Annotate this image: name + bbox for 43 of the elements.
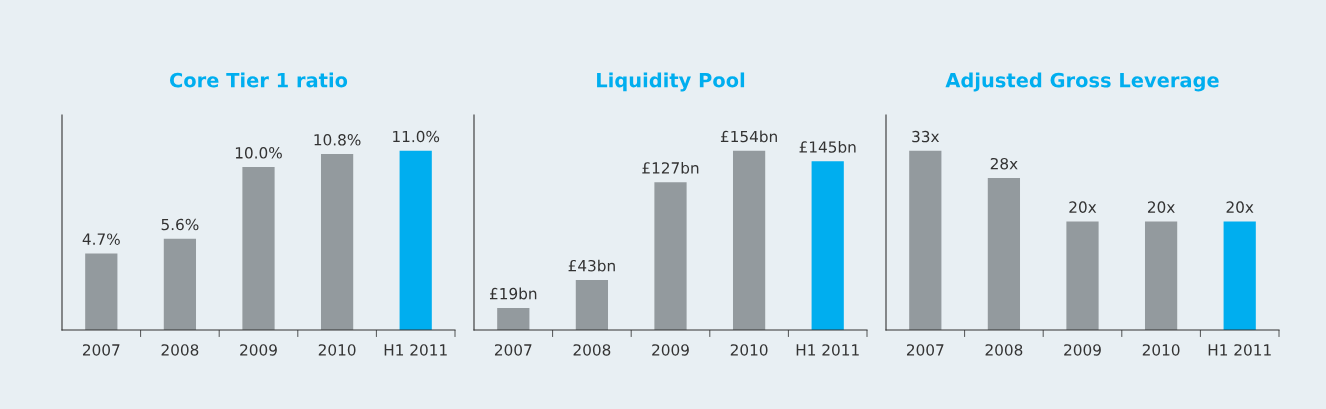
- x-tick-label: 2007: [906, 344, 944, 356]
- x-tick-label: H1 2011: [1208, 344, 1271, 356]
- data-label: 5.6%: [161, 218, 199, 231]
- data-label: 4.7%: [82, 233, 120, 245]
- data-label: 10.0%: [235, 147, 282, 159]
- x-tick-label: 2010: [318, 344, 356, 356]
- x-tick-label: 2009: [240, 344, 277, 356]
- chart-title: Core Tier 1 ratio: [169, 72, 348, 88]
- x-tick-label: 2007: [494, 344, 532, 356]
- chart-title: Liquidity Pool: [597, 72, 745, 92]
- data-label: £154bn: [720, 130, 777, 143]
- bar: [163, 238, 197, 330]
- bar: [811, 161, 844, 330]
- x-tick-label: 2009: [1064, 344, 1101, 356]
- x-tick-label: 2008: [573, 344, 611, 356]
- x-tick-label: 2009: [652, 344, 689, 356]
- x-tick-label: H1 2011: [384, 344, 447, 356]
- data-label: 10.8%: [314, 134, 361, 146]
- x-tick-label: 2008: [161, 344, 199, 356]
- x-tick-label: H1 2011: [796, 344, 859, 356]
- x-tick-label: 2010: [1142, 344, 1180, 356]
- data-label: 33x: [912, 130, 940, 143]
- bar: [575, 279, 609, 330]
- data-label: 20x: [1147, 201, 1175, 213]
- data-label: 20x: [1226, 201, 1254, 213]
- bar: [85, 253, 118, 330]
- bar: [654, 182, 687, 330]
- data-label: 11.0%: [393, 130, 440, 143]
- x-tick-label: 2007: [82, 344, 120, 356]
- bar: [320, 154, 354, 330]
- chart-title: Adjusted Gross Leverage: [945, 72, 1219, 92]
- bar: [399, 150, 432, 330]
- data-label: 28x: [990, 157, 1018, 170]
- x-tick-label: 2010: [730, 344, 768, 356]
- bar: [242, 167, 275, 330]
- bar: [497, 307, 530, 330]
- bar: [732, 150, 766, 330]
- data-label: 20x: [1069, 201, 1097, 213]
- data-label: £19bn: [489, 287, 537, 300]
- x-tick-label: 2008: [985, 344, 1023, 356]
- data-label: £43bn: [568, 259, 615, 272]
- data-label: £145bn: [799, 140, 856, 153]
- data-label: £127bn: [642, 161, 699, 174]
